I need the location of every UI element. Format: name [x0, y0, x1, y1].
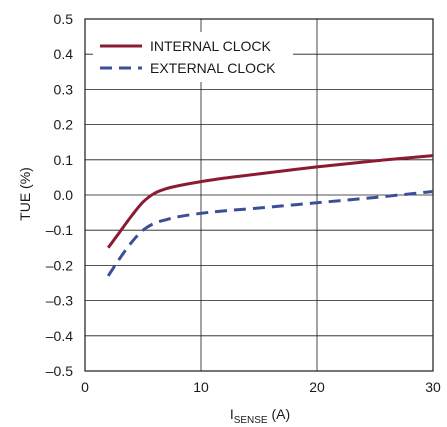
series-line-internal-clock — [106, 154, 434, 249]
series-line-external-clock — [106, 189, 434, 277]
series-lines — [106, 154, 434, 277]
tick-labels: –0.5 –0.4 –0.3 –0.2 –0.1 0.0 0.1 0.2 0.3 0.4 0.5 0 1… — [46, 11, 441, 395]
y-tick-label: 0.3 — [54, 81, 74, 97]
y-tick-label: 0.5 — [54, 11, 74, 27]
y-tick-label: 0.4 — [54, 46, 74, 62]
y-tick-label: 0.1 — [54, 152, 74, 168]
x-tick-label: 10 — [193, 379, 209, 395]
x-tick-label: 0 — [81, 379, 89, 395]
legend: INTERNAL CLOCK EXTERNAL CLOCK — [93, 32, 293, 82]
x-tick-label: 30 — [425, 379, 441, 395]
x-axis-label-main: I — [230, 406, 234, 422]
y-tick-label: 0.2 — [54, 117, 74, 133]
x-axis-label-subscript: SENSE — [234, 415, 268, 426]
y-tick-label: –0.2 — [46, 257, 73, 273]
x-tick-label: 20 — [309, 379, 325, 395]
x-axis-label: ISENSE (A) — [230, 406, 290, 426]
y-tick-label: 0.0 — [54, 187, 74, 203]
plot-frame — [84, 18, 434, 372]
y-tick-label: –0.1 — [46, 222, 73, 238]
x-axis-label-unit: (A) — [268, 406, 291, 422]
legend-label-internal-clock: INTERNAL CLOCK — [150, 38, 272, 54]
y-tick-label: –0.4 — [46, 328, 73, 344]
legend-label-external-clock: EXTERNAL CLOCK — [150, 60, 276, 76]
y-tick-label: –0.5 — [46, 363, 73, 379]
legend-background — [93, 32, 293, 82]
y-axis-label: TUE (%) — [17, 167, 33, 221]
y-tick-label: –0.3 — [46, 293, 73, 309]
